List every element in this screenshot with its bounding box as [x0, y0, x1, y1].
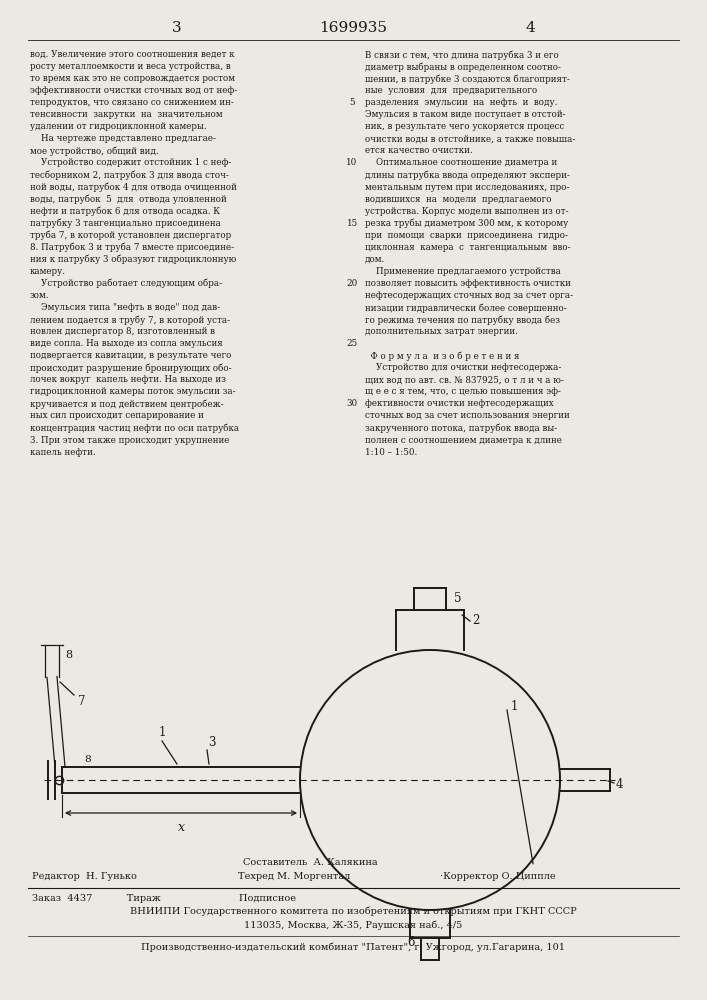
Text: 5: 5 — [454, 591, 462, 604]
Text: 1:10 – 1:50.: 1:10 – 1:50. — [365, 448, 417, 457]
Text: 5: 5 — [349, 98, 355, 107]
Text: 8: 8 — [65, 650, 72, 660]
Text: Устройство содержит отстойник 1 с неф-: Устройство содержит отстойник 1 с неф- — [30, 158, 231, 167]
Text: щ е е с я тем, что, с целью повышения эф-: щ е е с я тем, что, с целью повышения эф… — [365, 387, 561, 396]
Text: Заказ  4437           Тираж                         Подписное: Заказ 4437 Тираж Подписное — [32, 894, 296, 903]
Text: ные  условия  для  предварительного: ные условия для предварительного — [365, 86, 537, 95]
Text: кручивается и под действием центробеж-: кручивается и под действием центробеж- — [30, 399, 223, 409]
Text: го режима течения по патрубку ввода без: го режима течения по патрубку ввода без — [365, 315, 560, 325]
Text: 1: 1 — [511, 700, 518, 712]
Text: Устройство для очистки нефтесодержа-: Устройство для очистки нефтесодержа- — [365, 363, 561, 372]
Text: вод. Увеличение этого соотношения ведет к: вод. Увеличение этого соотношения ведет … — [30, 50, 235, 59]
Text: происходит разрушение бронирующих обо-: происходит разрушение бронирующих обо- — [30, 363, 232, 373]
Text: x: x — [177, 821, 185, 834]
Text: эффективности очистки сточных вод от неф-: эффективности очистки сточных вод от неф… — [30, 86, 238, 95]
Text: циклонная  камера  с  тангенциальным  вво-: циклонная камера с тангенциальным вво- — [365, 243, 571, 252]
Text: ·Корректор О. Циппле: ·Корректор О. Циппле — [440, 872, 556, 881]
Text: тенсивности  закрутки  на  значительном: тенсивности закрутки на значительном — [30, 110, 223, 119]
Text: нефтесодержащих сточных вод за счет орга-: нефтесодержащих сточных вод за счет орга… — [365, 291, 573, 300]
Text: новлен диспергатор 8, изготовленный в: новлен диспергатор 8, изготовленный в — [30, 327, 215, 336]
Text: 3: 3 — [173, 21, 182, 35]
Text: патрубку 3 тангенциально присоединена: патрубку 3 тангенциально присоединена — [30, 219, 221, 228]
Text: зом.: зом. — [30, 291, 49, 300]
Text: 10: 10 — [346, 158, 358, 167]
Text: 113035, Москва, Ж-35, Раушская наб., 4/5: 113035, Москва, Ж-35, Раушская наб., 4/5 — [244, 920, 462, 930]
Text: 3: 3 — [209, 736, 216, 749]
Text: Оптимальное соотношение диаметра и: Оптимальное соотношение диаметра и — [365, 158, 557, 167]
Text: концентрация частиц нефти по оси патрубка: концентрация частиц нефти по оси патрубк… — [30, 424, 239, 433]
Text: низации гидравлически более совершенно-: низации гидравлически более совершенно- — [365, 303, 567, 313]
Text: позволяет повысить эффективность очистки: позволяет повысить эффективность очистки — [365, 279, 571, 288]
Text: 30: 30 — [346, 399, 358, 408]
Text: ется качество очистки.: ется качество очистки. — [365, 146, 472, 155]
Text: ния к патрубку 3 образуют гидроциклонную: ния к патрубку 3 образуют гидроциклонную — [30, 255, 236, 264]
Text: подвергается кавитации, в результате чего: подвергается кавитации, в результате чег… — [30, 351, 231, 360]
Text: нефти и патрубок 6 для отвода осадка. К: нефти и патрубок 6 для отвода осадка. К — [30, 207, 220, 216]
Text: 15: 15 — [346, 219, 358, 228]
Text: при  помощи  сварки  присоединена  гидро-: при помощи сварки присоединена гидро- — [365, 231, 568, 240]
Text: 6: 6 — [407, 936, 415, 950]
Text: 4: 4 — [616, 778, 624, 790]
Text: сточных вод за счет использования энергии: сточных вод за счет использования энерги… — [365, 412, 570, 420]
Text: труба 7, в которой установлен диспергатор: труба 7, в которой установлен диспергато… — [30, 231, 231, 240]
Text: 1699935: 1699935 — [319, 21, 387, 35]
Text: камеру.: камеру. — [30, 267, 66, 276]
Text: Эмульсия в таком виде поступает в отстой-: Эмульсия в таком виде поступает в отстой… — [365, 110, 566, 119]
Text: 8: 8 — [85, 755, 91, 764]
Text: росту металлоемкости и веса устройства, в: росту металлоемкости и веса устройства, … — [30, 62, 230, 71]
Text: дополнительных затрат энергии.: дополнительных затрат энергии. — [365, 327, 518, 336]
Text: ник, в результате чего ускоряется процесс: ник, в результате чего ускоряется процес… — [365, 122, 564, 131]
Text: 3. При этом также происходит укрупнение: 3. При этом также происходит укрупнение — [30, 436, 229, 445]
Text: шении, в патрубке 3 создаются благоприят-: шении, в патрубке 3 создаются благоприят… — [365, 74, 570, 84]
Text: ных сил происходит сепарирование и: ных сил происходит сепарирование и — [30, 412, 204, 420]
Text: ной воды, патрубок 4 для отвода очищенной: ной воды, патрубок 4 для отвода очищенно… — [30, 183, 237, 192]
Text: устройства. Корпус модели выполнен из от-: устройства. Корпус модели выполнен из от… — [365, 207, 568, 216]
Text: капель нефти.: капель нефти. — [30, 448, 95, 457]
Text: 25: 25 — [346, 339, 358, 348]
Text: 20: 20 — [346, 279, 358, 288]
Text: 8. Патрубок 3 и труба 7 вместе присоедине-: 8. Патрубок 3 и труба 7 вместе присоедин… — [30, 243, 234, 252]
Text: ВНИИПИ Государственного комитета по изобретениям и открытиям при ГКНТ СССР: ВНИИПИ Государственного комитета по изоб… — [129, 907, 576, 916]
Text: Устройство работает следующим обра-: Устройство работает следующим обра- — [30, 279, 222, 288]
Text: Составитель  А. Калякина: Составитель А. Калякина — [243, 858, 378, 867]
Text: удалении от гидроциклонной камеры.: удалении от гидроциклонной камеры. — [30, 122, 206, 131]
Text: 2: 2 — [472, 613, 479, 626]
Text: длины патрубка ввода определяют экспери-: длины патрубка ввода определяют экспери- — [365, 170, 570, 180]
Text: дом.: дом. — [365, 255, 385, 264]
Text: фективности очистки нефтесодержащих: фективности очистки нефтесодержащих — [365, 399, 554, 408]
Text: закрученного потока, патрубок ввода вы-: закрученного потока, патрубок ввода вы- — [365, 424, 557, 433]
Text: 4: 4 — [525, 21, 535, 35]
Text: очистки воды в отстойнике, а также повыша-: очистки воды в отстойнике, а также повыш… — [365, 134, 575, 143]
Text: щих вод по авт. св. № 837925, о т л и ч а ю-: щих вод по авт. св. № 837925, о т л и ч … — [365, 375, 564, 384]
Text: гидроциклонной камеры поток эмульсии за-: гидроциклонной камеры поток эмульсии за- — [30, 387, 235, 396]
Text: Эмульсия типа "нефть в воде" под дав-: Эмульсия типа "нефть в воде" под дав- — [30, 303, 220, 312]
Text: В связи с тем, что длина патрубка 3 и его: В связи с тем, что длина патрубка 3 и ег… — [365, 50, 559, 60]
Text: ментальным путем при исследованиях, про-: ментальным путем при исследованиях, про- — [365, 183, 570, 192]
Text: лочек вокруг  капель нефти. На выходе из: лочек вокруг капель нефти. На выходе из — [30, 375, 226, 384]
Text: мое устройство, общий вид.: мое устройство, общий вид. — [30, 146, 158, 156]
Text: то время как это не сопровождается ростом: то время как это не сопровождается росто… — [30, 74, 235, 83]
Text: тесборником 2, патрубок 3 для ввода сточ-: тесборником 2, патрубок 3 для ввода сточ… — [30, 170, 229, 180]
Text: полнен с соотношением диаметра к длине: полнен с соотношением диаметра к длине — [365, 436, 562, 445]
Text: разделения  эмульсии  на  нефть  и  воду.: разделения эмульсии на нефть и воду. — [365, 98, 557, 107]
Text: воды, патрубок  5  для  отвода уловленной: воды, патрубок 5 для отвода уловленной — [30, 195, 227, 204]
Text: Редактор  Н. Гунько: Редактор Н. Гунько — [32, 872, 137, 881]
Text: виде сопла. На выходе из сопла эмульсия: виде сопла. На выходе из сопла эмульсия — [30, 339, 223, 348]
Text: Ф о р м у л а  и з о б р е т е н и я: Ф о р м у л а и з о б р е т е н и я — [365, 351, 520, 361]
Text: диаметр выбраны в определенном соотно-: диаметр выбраны в определенном соотно- — [365, 62, 561, 72]
Text: 1: 1 — [158, 726, 165, 739]
Text: водившихся  на  модели  предлагаемого: водившихся на модели предлагаемого — [365, 195, 551, 204]
Text: лением подается в трубу 7, в которой уста-: лением подается в трубу 7, в которой уст… — [30, 315, 230, 325]
Text: тепродуктов, что связано со снижением ин-: тепродуктов, что связано со снижением ин… — [30, 98, 234, 107]
Text: Производственно-издательский комбинат "Патент", г. Ужгород, ул.Гагарина, 101: Производственно-издательский комбинат "П… — [141, 942, 565, 952]
Text: Техред М. Моргентал: Техред М. Моргентал — [238, 872, 350, 881]
Text: На чертеже представлено предлагае-: На чертеже представлено предлагае- — [30, 134, 216, 143]
Text: резка трубы диаметром 300 мм, к которому: резка трубы диаметром 300 мм, к которому — [365, 219, 568, 228]
Text: Применение предлагаемого устройства: Применение предлагаемого устройства — [365, 267, 561, 276]
Text: 7: 7 — [78, 695, 86, 708]
